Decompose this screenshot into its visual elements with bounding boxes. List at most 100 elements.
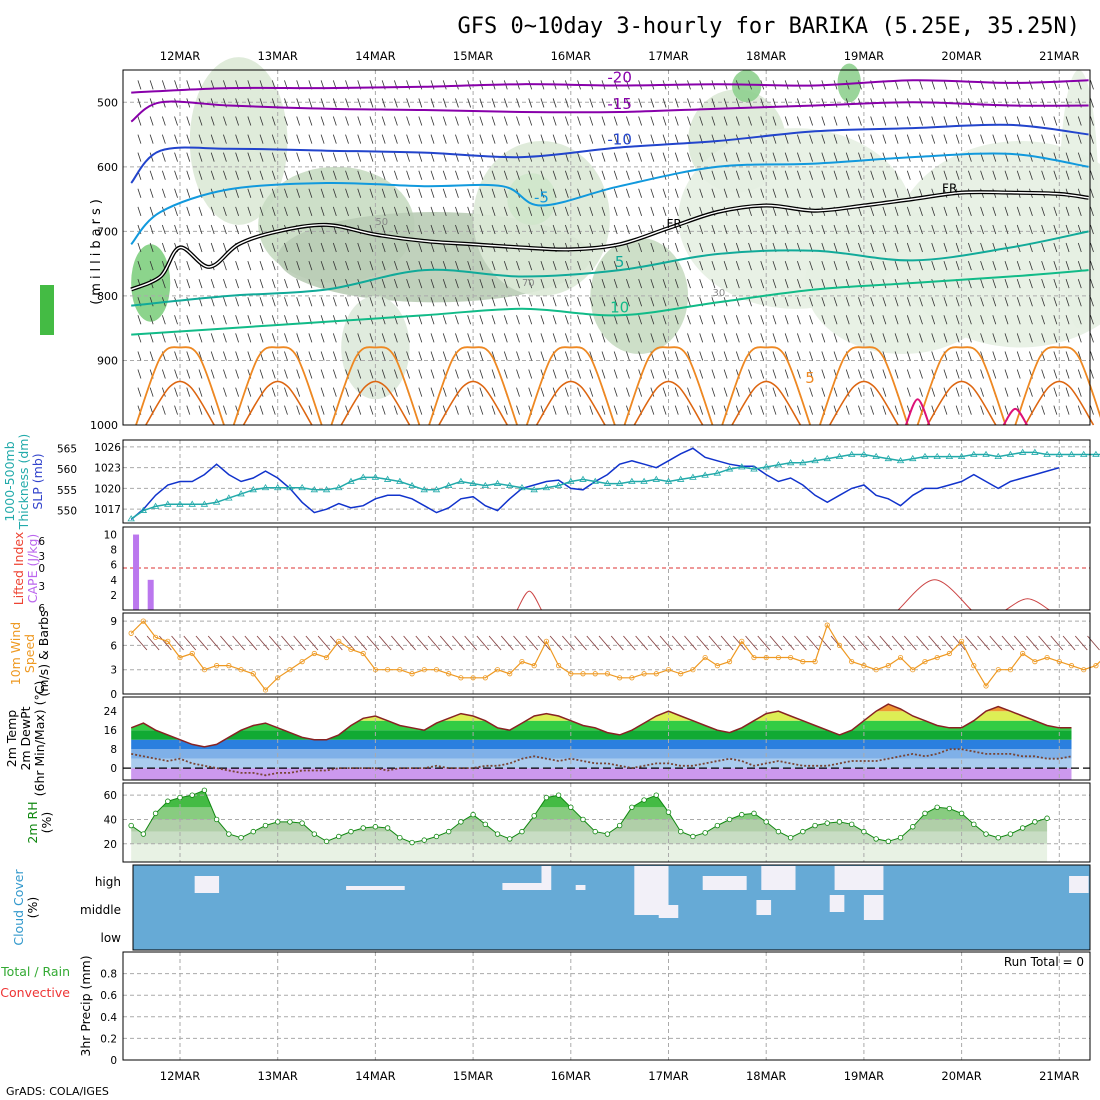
wind-barb [601,116,606,126]
rh-point [397,834,403,841]
wind-speed-point [446,671,452,677]
wind-barb [332,152,337,162]
wind-barb [967,369,972,379]
rh-point [824,820,830,826]
wind-barb [296,170,301,180]
wind-barb [845,369,850,379]
wind-barb [552,206,557,216]
wind-barb [137,188,142,198]
wind-barb [161,405,166,415]
wind-barb [1016,170,1021,180]
thickness-ylabel-part: 1000-500mb [2,441,17,521]
wind-barb [626,206,630,216]
wind-barb [332,279,337,289]
wind-barb [699,170,704,180]
wind-barb [601,279,606,289]
wind-barb [845,405,850,415]
wind-barb [1090,224,1094,235]
thickness-tick-label: 555 [57,485,77,497]
wind-barb [687,260,691,271]
wind-barb [1041,387,1046,397]
wind-barb [833,351,838,361]
wind-barb [1077,333,1082,343]
wind-barb [613,351,618,361]
wind-barb [1029,387,1033,397]
wind-barb [821,188,826,198]
wind-barb [369,297,374,307]
wind-barb [540,260,545,271]
warm-contour [428,346,518,426]
wind-speed-point [800,658,806,665]
wind-barb [332,387,337,397]
wind-barb [223,351,227,361]
wind-barb [210,351,215,361]
wind-barb [357,297,362,307]
wind-barb [149,224,154,235]
wind-barb [638,297,643,307]
wind-barb [1077,279,1082,289]
wind-barb [980,134,984,144]
wind-barb [601,206,606,216]
rh-point [983,831,989,837]
wind-barb [357,369,362,379]
wind-barb [357,333,362,343]
surface-wind-barb [867,635,881,651]
surface-wind-barb [452,635,465,651]
rh-point [421,837,427,843]
wind-barb [186,315,191,325]
wind-barb [1041,116,1046,126]
wind-barb [980,297,984,307]
wind-barb [723,152,728,162]
wind-barb [723,98,728,108]
rh-point [384,825,391,831]
wind-barb [381,134,386,144]
wind-barb [626,188,630,198]
wind-barb [247,170,252,180]
wind-barb [650,188,655,198]
wind-barb [833,224,838,235]
wind-barb [406,369,410,379]
wind-barb [760,260,765,271]
wind-barb [235,369,239,379]
wind-barb [650,206,655,216]
wind-barb [528,297,533,307]
wind-barb [406,260,410,271]
wind-speed-point [152,634,159,640]
wind-barb [503,405,508,415]
wind-barb [223,170,227,180]
wind-barb [284,116,288,126]
wind-barb [1029,134,1033,144]
wind-barb [735,242,740,253]
wind-barb [259,369,264,379]
wind-speed-point [165,638,171,644]
wind-barb [784,369,789,379]
wind-barb [870,387,875,397]
wind-barb [687,188,691,198]
wind-barb [1029,170,1033,180]
wind-barb [369,116,374,126]
wind-barb [1090,297,1094,307]
wind-barb [699,152,704,162]
wind-speed-point [592,671,598,677]
surface-wind-barb [879,635,893,651]
wind-barb [1053,369,1058,379]
wind-barb [503,351,508,361]
wind-barb [772,405,777,415]
wind-barb [626,170,630,180]
wind-barb [858,315,862,325]
wind-barb [223,387,227,397]
wind-barb [271,242,276,253]
wind-barb [687,279,691,289]
wind-barb [198,405,203,415]
wind-barb [1004,206,1009,216]
millibars-axis-label: (millibars) [89,195,104,305]
thickness-point [188,500,196,507]
wind-barb [980,98,984,108]
wind-barb [1016,387,1021,397]
wind-barb [430,387,435,397]
wind-barb [528,188,533,198]
wind-barb [174,152,178,162]
wind-barb [564,170,569,180]
wind-barb [833,297,838,307]
wind-barb [687,98,691,108]
